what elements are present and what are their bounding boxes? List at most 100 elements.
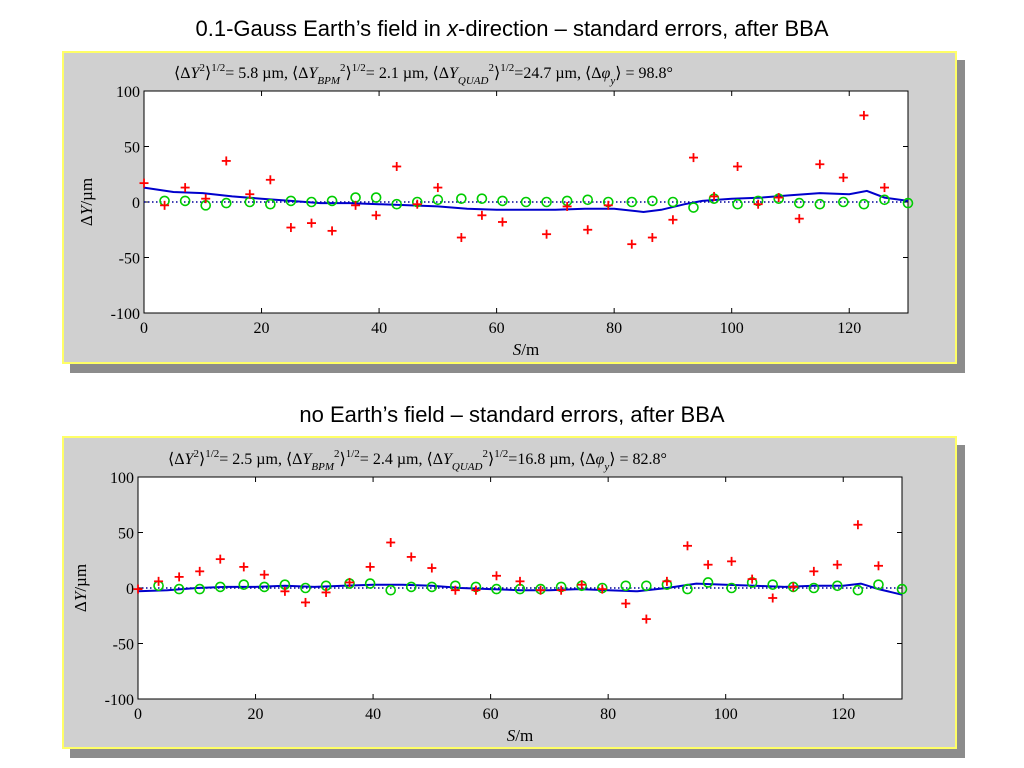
- circle-marker: [732, 198, 743, 210]
- cross-marker: [306, 218, 316, 228]
- cross-marker: [577, 580, 587, 590]
- circle-marker: [370, 192, 382, 203]
- x-tick-label: 100: [720, 320, 744, 337]
- y-tick-label: 50: [118, 526, 134, 543]
- circle-marker: [688, 202, 699, 213]
- cross-marker: [221, 156, 231, 166]
- cross-marker: [641, 614, 651, 624]
- cross-marker: [345, 577, 355, 587]
- y-tick-label: 100: [110, 470, 134, 487]
- circle-marker: [767, 579, 779, 590]
- circle-marker: [179, 195, 191, 207]
- cross-marker: [365, 562, 375, 572]
- cross-marker: [753, 199, 763, 209]
- series-line: [137, 582, 903, 596]
- circle-marker: [220, 197, 232, 209]
- circle-marker: [385, 584, 397, 596]
- x-axis-label: S/m: [507, 726, 533, 745]
- circle-marker: [620, 580, 632, 592]
- cross-marker: [286, 223, 296, 233]
- circle-marker: [838, 196, 849, 208]
- circle-marker: [497, 195, 508, 207]
- cross-marker: [809, 566, 819, 576]
- x-tick-label: 120: [837, 320, 861, 337]
- cross-marker: [788, 582, 798, 592]
- cross-marker: [853, 520, 863, 530]
- cross-marker: [477, 210, 487, 220]
- circle-marker: [259, 581, 270, 593]
- stats-header: ⟨ΔY2⟩1/2= 5.8 µm, ⟨ΔYBPM2⟩1/2= 2.1 µm, ⟨…: [174, 62, 673, 87]
- cross-marker: [215, 554, 225, 564]
- x-tick-label: 120: [831, 706, 855, 723]
- cross-marker: [768, 593, 778, 603]
- circle-marker: [214, 581, 226, 593]
- cross-marker: [688, 153, 698, 163]
- cross-marker: [433, 183, 443, 193]
- cross-marker: [515, 576, 525, 586]
- x-axis-label: S/m: [513, 340, 539, 359]
- x-tick-label: 60: [483, 706, 499, 723]
- x-tick-label: 20: [254, 320, 270, 337]
- circle-marker: [832, 580, 843, 592]
- cross-marker: [542, 229, 552, 239]
- cross-marker: [597, 584, 607, 594]
- cross-marker: [647, 233, 657, 243]
- cross-marker: [562, 201, 572, 211]
- x-tick-label: 40: [365, 706, 381, 723]
- circle-marker: [682, 583, 693, 595]
- cross-marker: [703, 560, 713, 570]
- y-axis-label: ΔY/µm: [77, 178, 96, 226]
- cross-marker: [386, 537, 396, 547]
- series-line: [143, 186, 909, 214]
- cross-marker: [747, 574, 757, 584]
- cross-marker: [662, 576, 672, 586]
- cross-marker: [774, 193, 784, 203]
- circle-marker: [405, 581, 417, 593]
- cross-marker: [133, 584, 143, 594]
- x-tick-label: 0: [140, 320, 148, 337]
- cross-marker: [412, 199, 422, 209]
- cross-marker: [180, 183, 190, 193]
- cross-marker: [239, 562, 249, 572]
- circle-marker: [173, 583, 185, 595]
- circle-marker: [808, 582, 820, 594]
- y-tick-label: 100: [116, 84, 140, 101]
- chart-2: 0 20 40 60 80 100 120 100 50 0 -50 -100 S/m ΔY/µm ⟨ΔY2…: [71, 448, 908, 745]
- chart-title-bottom: no Earth’s field – standard errors, afte…: [299, 402, 725, 427]
- cross-marker: [154, 576, 164, 586]
- chart-1: 0 20 40 60 80 100 120 100 50 0 -50 -100 S/m ΔY/µm ⟨ΔY2…: [77, 62, 914, 359]
- cross-marker: [427, 563, 437, 573]
- cross-marker: [603, 200, 613, 210]
- x-tick-label: 40: [371, 320, 387, 337]
- cross-marker: [321, 587, 331, 597]
- cross-marker: [682, 541, 692, 551]
- circle-marker: [391, 198, 403, 210]
- circle-marker: [858, 198, 870, 210]
- cross-marker: [139, 178, 149, 188]
- circle-marker: [285, 195, 297, 207]
- circle-marker: [432, 194, 444, 206]
- circle-marker: [852, 584, 864, 596]
- cross-marker: [371, 210, 381, 220]
- x-tick-label: 20: [248, 706, 264, 723]
- cross-marker: [160, 200, 170, 210]
- circle-marker: [873, 579, 884, 590]
- circle-marker: [879, 194, 890, 206]
- circle-marker: [265, 198, 276, 210]
- cross-marker: [733, 161, 743, 171]
- circle-marker: [426, 581, 438, 593]
- circle-marker: [582, 194, 594, 206]
- cross-marker: [794, 214, 804, 224]
- cross-marker: [491, 571, 501, 581]
- y-axis-label: ΔY/µm: [71, 564, 90, 612]
- circle-marker: [306, 196, 317, 208]
- cross-marker: [838, 173, 848, 183]
- circle-marker: [491, 583, 502, 595]
- cross-marker: [327, 226, 337, 236]
- cross-marker: [471, 585, 481, 595]
- cross-marker: [195, 566, 205, 576]
- circle-marker: [726, 582, 737, 594]
- circle-marker: [793, 197, 805, 209]
- circle-marker: [364, 578, 376, 589]
